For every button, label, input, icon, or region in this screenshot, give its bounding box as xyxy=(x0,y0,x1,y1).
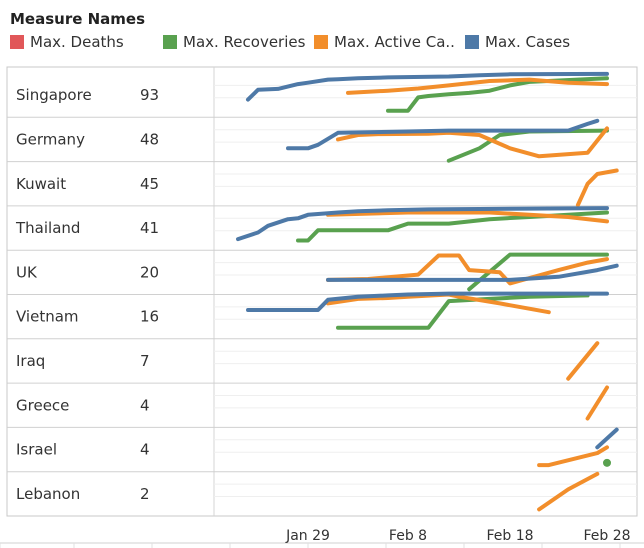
country-label: Thailand xyxy=(15,219,80,237)
active-line xyxy=(585,385,609,421)
active-line xyxy=(575,168,619,207)
recoveries-swatch-icon xyxy=(163,35,177,49)
cases-swatch-icon xyxy=(465,35,479,49)
recoveries-line xyxy=(386,76,609,113)
active-line xyxy=(326,253,609,286)
country-label: Germany xyxy=(16,130,85,148)
x-tick-label: Feb 28 xyxy=(583,528,630,544)
cases-line xyxy=(246,291,609,312)
active-line xyxy=(336,126,609,159)
active-line xyxy=(326,210,609,224)
country-label: Iraq xyxy=(16,352,45,370)
country-value: 4 xyxy=(140,441,150,459)
legend-label-recoveries: Max. Recoveries xyxy=(183,33,306,51)
recoveries-line xyxy=(336,293,590,330)
country-label: Israel xyxy=(16,441,57,459)
legend-label-deaths: Max. Deaths xyxy=(30,33,124,51)
legend-label-active: Max. Active Ca.. xyxy=(334,33,455,51)
x-tick-label: Feb 8 xyxy=(389,528,427,544)
country-label: UK xyxy=(16,263,38,281)
country-value: 93 xyxy=(140,86,159,104)
x-tick-label: Jan 29 xyxy=(285,528,330,544)
recoveries-point xyxy=(603,458,611,467)
legend-item-deaths[interactable]: Max. Deaths xyxy=(10,33,124,51)
legend-items: Max. Deaths Max. Recoveries Max. Active … xyxy=(10,33,640,57)
active-line xyxy=(346,77,609,95)
country-value: 2 xyxy=(140,485,150,503)
cases-line xyxy=(326,263,619,282)
country-value: 16 xyxy=(140,308,159,326)
cases-line xyxy=(286,118,600,151)
country-value: 4 xyxy=(140,396,150,414)
cases-line xyxy=(236,206,609,242)
recoveries-line xyxy=(467,252,609,292)
chart-frame xyxy=(6,66,638,517)
country-value: 7 xyxy=(140,352,150,370)
country-value: 45 xyxy=(140,175,159,193)
active-swatch-icon xyxy=(314,35,328,49)
country-value: 48 xyxy=(140,130,159,148)
legend-label-cases: Max. Cases xyxy=(485,33,571,51)
cases-line xyxy=(595,427,619,450)
active-line xyxy=(566,341,600,381)
country-label: Kuwait xyxy=(16,175,66,193)
active-line xyxy=(537,471,600,512)
country-value: 41 xyxy=(140,219,159,237)
legend-item-recoveries[interactable]: Max. Recoveries xyxy=(163,33,305,51)
legend: Measure Names Max. Deaths Max. Recoverie… xyxy=(10,10,640,57)
legend-title: Measure Names xyxy=(10,10,146,28)
active-line xyxy=(537,445,609,468)
country-label: Lebanon xyxy=(16,485,80,503)
country-value: 20 xyxy=(140,263,159,281)
country-label: Vietnam xyxy=(16,308,79,326)
cases-line xyxy=(246,71,609,102)
legend-item-cases[interactable]: Max. Cases xyxy=(465,33,570,51)
deaths-swatch-icon xyxy=(10,35,24,49)
legend-item-active[interactable]: Max. Active Ca.. xyxy=(314,33,455,51)
x-tick-label: Feb 18 xyxy=(486,528,533,544)
country-label: Singapore xyxy=(16,86,92,104)
country-label: Greece xyxy=(16,396,69,414)
